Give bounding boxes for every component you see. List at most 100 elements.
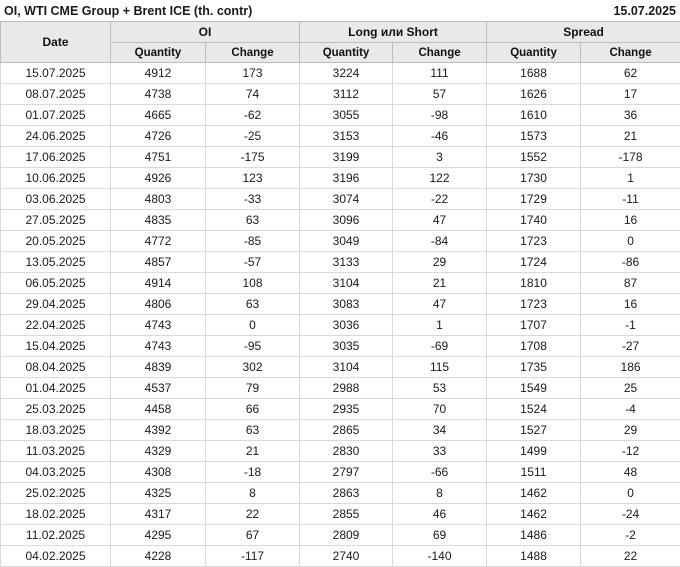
long-short-quantity-cell: 2863 bbox=[299, 482, 394, 504]
spread-quantity-cell: 1735 bbox=[486, 356, 582, 378]
oi-quantity-cell: 4926 bbox=[110, 167, 206, 189]
table-row: 20.05.2025 4772 -85 3049 -84 1723 0 bbox=[0, 230, 680, 252]
oi-quantity-cell: 4295 bbox=[110, 524, 206, 546]
long-short-change-cell: 1 bbox=[392, 314, 488, 336]
long-short-quantity-cell: 3096 bbox=[299, 209, 394, 231]
long-short-change-cell: -46 bbox=[392, 125, 488, 147]
spread-quantity-cell: 1499 bbox=[486, 440, 582, 462]
column-group-long-short: Long или Short bbox=[299, 21, 488, 43]
table-row: 24.06.2025 4726 -25 3153 -46 1573 21 bbox=[0, 125, 680, 147]
long-short-change-cell: 47 bbox=[392, 293, 488, 315]
date-cell: 27.05.2025 bbox=[0, 209, 111, 231]
oi-quantity-cell: 4325 bbox=[110, 482, 206, 504]
long-short-quantity-cell: 3112 bbox=[299, 83, 394, 105]
spread-change-cell: -1 bbox=[580, 314, 680, 336]
long-short-quantity-cell: 2797 bbox=[299, 461, 394, 483]
oi-quantity-cell: 4803 bbox=[110, 188, 206, 210]
table-row: 04.03.2025 4308 -18 2797 -66 1511 48 bbox=[0, 461, 680, 483]
oi-change-cell: 108 bbox=[204, 272, 301, 294]
spread-change-cell: 62 bbox=[580, 62, 680, 84]
long-short-quantity-cell: 2855 bbox=[299, 503, 394, 525]
date-cell: 18.03.2025 bbox=[0, 419, 111, 441]
long-short-change-cell: 115 bbox=[392, 356, 488, 378]
table-row: 15.07.2025 4912 173 3224 111 1688 62 bbox=[0, 62, 680, 84]
oi-change-cell: -33 bbox=[204, 188, 301, 210]
long-short-quantity-cell: 3224 bbox=[299, 62, 394, 84]
oi-quantity-cell: 4228 bbox=[110, 545, 206, 567]
spread-change-cell: -4 bbox=[580, 398, 680, 420]
long-short-quantity-cell: 2809 bbox=[299, 524, 394, 546]
oi-quantity-cell: 4458 bbox=[110, 398, 206, 420]
table-row: 18.02.2025 4317 22 2855 46 1462 -24 bbox=[0, 503, 680, 525]
long-short-quantity-cell: 3196 bbox=[299, 167, 394, 189]
oi-change-cell: 173 bbox=[204, 62, 301, 84]
spread-quantity-cell: 1708 bbox=[486, 335, 582, 357]
sub-header-row: Quantity Change Quantity Change Quantity… bbox=[1, 42, 680, 63]
long-short-change-cell: 33 bbox=[392, 440, 488, 462]
long-short-quantity-cell: 3133 bbox=[299, 251, 394, 273]
long-short-change-cell: 122 bbox=[392, 167, 488, 189]
date-cell: 01.04.2025 bbox=[0, 377, 111, 399]
column-header-spread-change: Change bbox=[580, 42, 680, 63]
date-cell: 22.04.2025 bbox=[0, 314, 111, 336]
table-row: 15.04.2025 4743 -95 3035 -69 1708 -27 bbox=[0, 335, 680, 357]
date-cell: 15.07.2025 bbox=[0, 62, 111, 84]
long-short-quantity-cell: 2935 bbox=[299, 398, 394, 420]
oi-quantity-cell: 4392 bbox=[110, 419, 206, 441]
oi-change-cell: 66 bbox=[204, 398, 301, 420]
table-body: 15.07.2025 4912 173 3224 111 1688 62 08.07.2025… bbox=[0, 62, 680, 567]
oi-quantity-cell: 4726 bbox=[110, 125, 206, 147]
spread-change-cell: 36 bbox=[580, 104, 680, 126]
spread-change-cell: -24 bbox=[580, 503, 680, 525]
oi-quantity-cell: 4537 bbox=[110, 377, 206, 399]
long-short-change-cell: -140 bbox=[392, 545, 488, 567]
oi-change-cell: 0 bbox=[204, 314, 301, 336]
spread-change-cell: -178 bbox=[580, 146, 680, 168]
spread-quantity-cell: 1810 bbox=[486, 272, 582, 294]
oi-quantity-cell: 4806 bbox=[110, 293, 206, 315]
date-cell: 17.06.2025 bbox=[0, 146, 111, 168]
column-header-date: Date bbox=[0, 21, 111, 63]
spread-quantity-cell: 1626 bbox=[486, 83, 582, 105]
spread-change-cell: 16 bbox=[580, 293, 680, 315]
table-row: 03.06.2025 4803 -33 3074 -22 1729 -11 bbox=[0, 188, 680, 210]
table-row: 25.02.2025 4325 8 2863 8 1462 0 bbox=[0, 482, 680, 504]
long-short-change-cell: -98 bbox=[392, 104, 488, 126]
table-header: Date OI Long или Short Spread Quantity C… bbox=[0, 21, 680, 63]
oi-change-cell: 63 bbox=[204, 293, 301, 315]
long-short-change-cell: 70 bbox=[392, 398, 488, 420]
long-short-change-cell: -66 bbox=[392, 461, 488, 483]
spread-quantity-cell: 1723 bbox=[486, 230, 582, 252]
long-short-quantity-cell: 3074 bbox=[299, 188, 394, 210]
oi-change-cell: 22 bbox=[204, 503, 301, 525]
long-short-quantity-cell: 3153 bbox=[299, 125, 394, 147]
long-short-quantity-cell: 3055 bbox=[299, 104, 394, 126]
spread-change-cell: 1 bbox=[580, 167, 680, 189]
date-cell: 04.02.2025 bbox=[0, 545, 111, 567]
group-header-row: Date OI Long или Short Spread bbox=[0, 21, 680, 63]
spread-change-cell: -12 bbox=[580, 440, 680, 462]
oi-quantity-cell: 4857 bbox=[110, 251, 206, 273]
oi-change-cell: 21 bbox=[204, 440, 301, 462]
spread-change-cell: 0 bbox=[580, 230, 680, 252]
oi-quantity-cell: 4743 bbox=[110, 314, 206, 336]
date-cell: 03.06.2025 bbox=[0, 188, 111, 210]
oi-change-cell: -117 bbox=[204, 545, 301, 567]
date-cell: 08.07.2025 bbox=[0, 83, 111, 105]
date-cell: 01.07.2025 bbox=[0, 104, 111, 126]
oi-change-cell: -175 bbox=[204, 146, 301, 168]
spread-change-cell: 17 bbox=[580, 83, 680, 105]
table-row: 01.04.2025 4537 79 2988 53 1549 25 bbox=[0, 377, 680, 399]
spread-quantity-cell: 1730 bbox=[486, 167, 582, 189]
spread-quantity-cell: 1729 bbox=[486, 188, 582, 210]
column-header-long-short-quantity: Quantity bbox=[299, 42, 394, 63]
spread-quantity-cell: 1486 bbox=[486, 524, 582, 546]
date-cell: 08.04.2025 bbox=[0, 356, 111, 378]
long-short-quantity-cell: 2988 bbox=[299, 377, 394, 399]
oi-change-cell: 123 bbox=[204, 167, 301, 189]
date-cell: 25.02.2025 bbox=[0, 482, 111, 504]
long-short-change-cell: 8 bbox=[392, 482, 488, 504]
oi-quantity-cell: 4839 bbox=[110, 356, 206, 378]
oi-quantity-cell: 4772 bbox=[110, 230, 206, 252]
